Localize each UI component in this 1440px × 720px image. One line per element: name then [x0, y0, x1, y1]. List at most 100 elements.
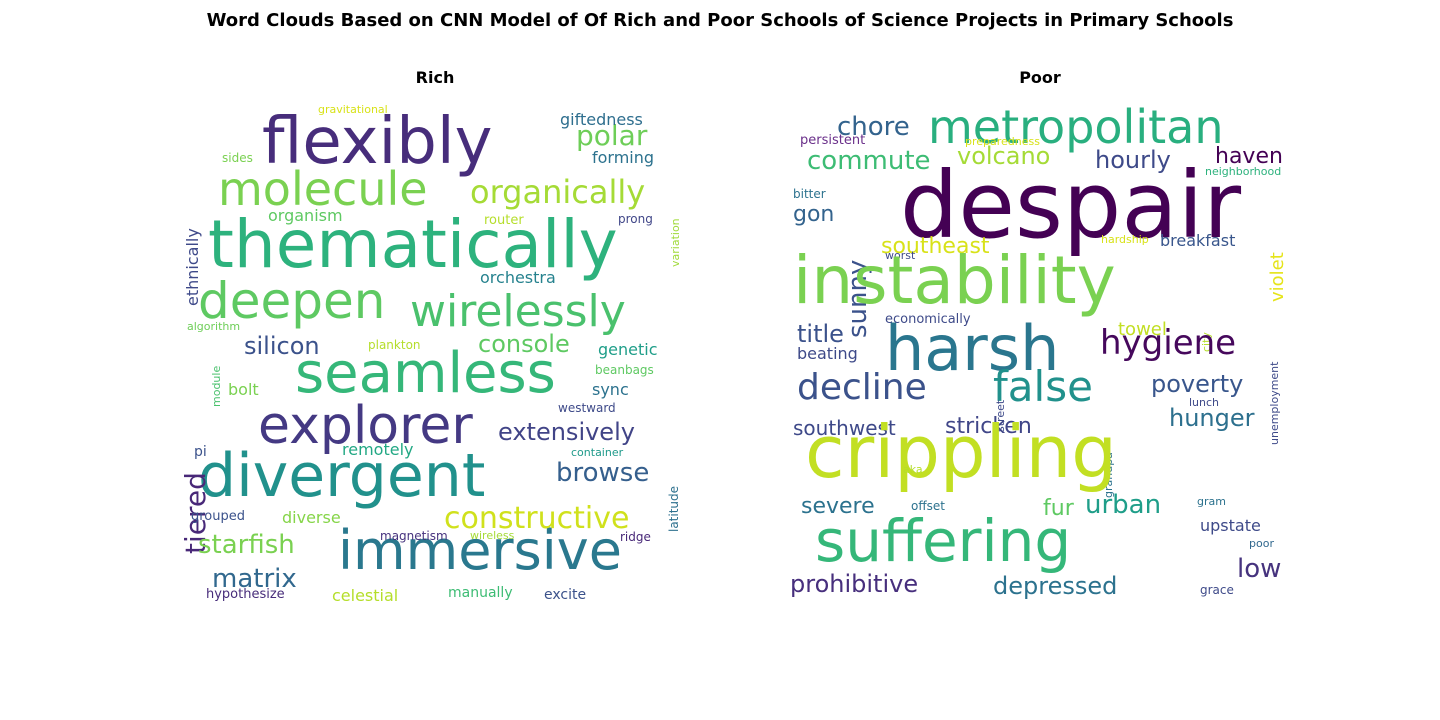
cloud-word: molecule: [218, 162, 428, 216]
cloud-word: orchestra: [480, 268, 556, 287]
cloud-word: aka: [903, 463, 923, 476]
cloud-word: hypothesize: [206, 587, 285, 602]
word-cloud-rich: flexibly thematically molecule organically d…: [180, 100, 690, 610]
cloud-word: stricken: [945, 414, 1032, 439]
cloud-word: grouped: [191, 509, 246, 524]
cloud-word: thematically: [208, 206, 618, 283]
cloud-word: fur: [1043, 496, 1074, 521]
cloud-word: crippling: [805, 410, 1117, 494]
cloud-word: metropolitan: [928, 100, 1224, 154]
cloud-word: wireless: [470, 529, 515, 542]
cloud-word: hunger: [1169, 404, 1255, 432]
cloud-word: constructive: [444, 501, 630, 536]
cloud-word: unemployment: [1268, 361, 1281, 445]
cloud-word: hardship: [1101, 233, 1149, 246]
cloud-word: bolt: [228, 380, 259, 399]
cloud-word: immersive: [338, 519, 622, 582]
cloud-word: beating: [797, 344, 858, 363]
cloud-word: divergent: [198, 441, 486, 511]
cloud-word: magnetism: [380, 529, 448, 543]
cloud-word: hygiene: [1100, 323, 1237, 363]
cloud-word: depressed: [993, 572, 1118, 600]
cloud-word: economically: [885, 312, 971, 327]
cloud-word: algorithm: [187, 320, 241, 333]
cloud-word: giftedness: [560, 110, 643, 129]
cloud-word: seamless: [295, 341, 556, 406]
cloud-word: gon: [793, 202, 835, 227]
cloud-word: decline: [797, 367, 927, 408]
cloud-word: hourly: [1095, 146, 1171, 174]
cloud-word: organism: [268, 206, 343, 225]
cloud-word: breakfast: [1160, 231, 1236, 250]
cloud-word: severe: [801, 494, 875, 519]
cloud-word: silicon: [244, 332, 320, 360]
cloud-word: prong: [618, 212, 653, 226]
cloud-word: preparedness: [965, 135, 1040, 148]
cloud-word: excite: [544, 587, 587, 603]
panel-title-poor: Poor: [1019, 68, 1061, 87]
cloud-word: browse: [556, 458, 650, 488]
cloud-word: offset: [911, 499, 945, 513]
cloud-word: latitude: [667, 485, 681, 532]
cloud-word: poor: [1249, 537, 1274, 550]
panel-title-rich: Rich: [415, 68, 455, 87]
cloud-word: manually: [448, 585, 513, 601]
cloud-word: bitter: [793, 187, 826, 201]
cloud-word: harsh: [885, 312, 1060, 385]
cloud-word: celestial: [332, 586, 399, 605]
cloud-word: commute: [807, 146, 931, 176]
cloud-word: chore: [837, 112, 910, 142]
cloud-word: sides: [222, 151, 253, 165]
cloud-word: sync: [592, 380, 629, 399]
cloud-word: neighborhood: [1205, 165, 1282, 178]
cloud-word: ethnically: [183, 228, 202, 306]
cloud-word: southwest: [793, 416, 896, 440]
cloud-word: deepen: [198, 272, 386, 330]
cloud-word: false: [993, 362, 1093, 411]
figure-title: Word Clouds Based on CNN Model of Of Ric…: [206, 10, 1234, 31]
cloud-word: urban: [1085, 490, 1162, 520]
cloud-word: plankton: [368, 338, 421, 352]
cloud-word: explorer: [258, 396, 473, 456]
cloud-word: organically: [470, 173, 646, 211]
cloud-word: polar: [576, 119, 648, 152]
cloud-word: prohibitive: [790, 570, 919, 598]
cloud-word: variation: [669, 218, 682, 267]
cloud-word: suffering: [815, 507, 1072, 575]
word-cloud-poor: metropolitan chore persistent commute volcan…: [785, 100, 1295, 610]
cloud-word: volcano: [957, 142, 1051, 170]
cloud-word: haven: [1215, 144, 1283, 169]
cloud-word: persistent: [800, 133, 866, 148]
cloud-word: module: [210, 365, 223, 407]
cloud-word: southeast: [881, 234, 990, 259]
cloud-word: poverty: [1151, 370, 1244, 398]
cloud-word: worst: [885, 249, 916, 262]
cloud-word: genetic: [598, 340, 658, 359]
cloud-word: low: [1237, 554, 1282, 584]
cloud-word: upstate: [1200, 516, 1261, 535]
cloud-word: despair: [900, 152, 1242, 259]
cloud-word: router: [484, 213, 524, 228]
cloud-word: instability: [793, 242, 1116, 319]
cloud-word: westward: [558, 401, 616, 415]
cloud-word: lunch: [1189, 396, 1220, 409]
cloud-word: forming: [592, 148, 655, 167]
cloud-word: diverse: [282, 508, 341, 527]
cloud-word: console: [478, 330, 570, 358]
cloud-word: gravitational: [318, 103, 388, 116]
cloud-word: matrix: [212, 564, 297, 594]
cloud-word: violet: [1267, 252, 1288, 302]
cloud-word: container: [571, 446, 624, 459]
cloud-word: remotely: [342, 440, 414, 459]
cloud-word: grace: [1200, 583, 1234, 597]
cloud-word: towel: [1118, 319, 1167, 340]
cloud-word: extensively: [498, 418, 635, 446]
cloud-word: gram: [1197, 495, 1226, 508]
cloud-word: beanbags: [595, 363, 654, 377]
cloud-word: title: [797, 320, 844, 348]
cloud-word: flexibly: [262, 105, 493, 179]
cloud-word: pi: [194, 444, 207, 460]
cloud-word: ridge: [620, 530, 651, 544]
cloud-word: wirelessly: [410, 286, 626, 337]
cloud-word: starfish: [198, 530, 295, 560]
